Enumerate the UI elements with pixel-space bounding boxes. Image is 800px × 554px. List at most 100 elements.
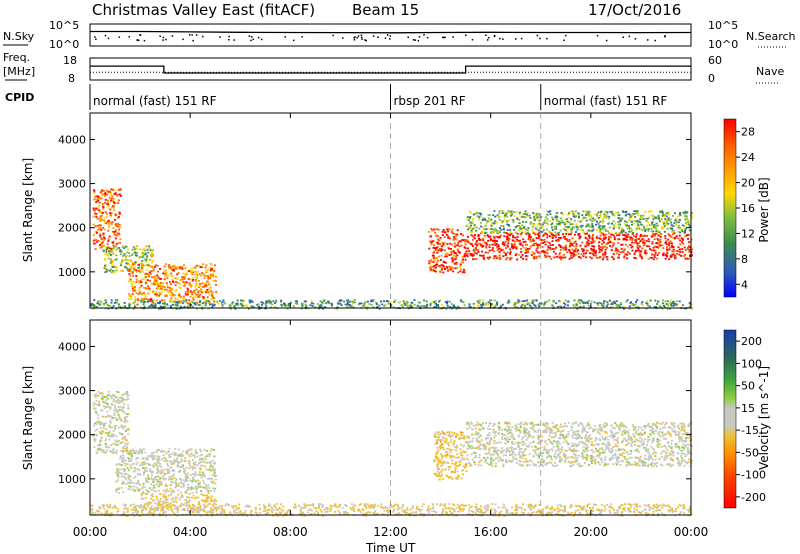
- heatmap-cell: [540, 302, 543, 305]
- heatmap-cell: [99, 220, 102, 222]
- heatmap-cell: [538, 232, 541, 234]
- heatmap-cell: [149, 298, 152, 301]
- heatmap-cell: [156, 475, 159, 478]
- heatmap-cell: [481, 254, 484, 257]
- heatmap-cell: [556, 255, 558, 258]
- heatmap-cell: [142, 247, 145, 250]
- heatmap-cell: [597, 222, 600, 225]
- heatmap-cell: [153, 290, 156, 293]
- heatmap-cell: [449, 456, 452, 459]
- heatmap-cell: [112, 247, 115, 250]
- heatmap-cell: [625, 224, 628, 227]
- nsearch-point: [536, 34, 539, 37]
- heatmap-cell: [672, 225, 675, 227]
- heatmap-cell: [628, 230, 631, 233]
- heatmap-cell: [125, 255, 127, 258]
- heatmap-cell: [596, 214, 599, 217]
- heatmap-cell: [454, 267, 457, 270]
- heatmap-cell: [115, 435, 118, 438]
- heatmap-cell: [630, 228, 633, 231]
- heatmap-cell: [650, 257, 653, 259]
- heatmap-cell: [136, 303, 139, 306]
- heatmap-cell: [648, 240, 651, 243]
- heatmap-cell: [617, 217, 620, 219]
- heatmap-cell: [596, 302, 599, 305]
- heatmap-cell: [95, 434, 98, 437]
- heatmap-cell: [201, 508, 204, 511]
- heatmap-cell: [552, 300, 555, 302]
- heatmap-cell: [187, 488, 190, 491]
- heatmap-cell: [170, 466, 173, 469]
- heatmap-cell: [98, 403, 101, 405]
- heatmap-cell: [465, 470, 468, 473]
- heatmap-cell: [581, 229, 584, 232]
- heatmap-cell: [435, 228, 438, 231]
- heatmap-cell: [469, 306, 472, 309]
- heatmap-cell: [213, 469, 216, 472]
- heatmap-cell: [114, 404, 116, 407]
- heatmap-cell: [102, 216, 105, 219]
- heatmap-cell: [140, 497, 143, 500]
- heatmap-cell: [166, 276, 169, 279]
- heatmap-cell: [159, 470, 161, 473]
- heatmap-cell: [103, 422, 106, 425]
- heatmap-cell: [523, 303, 526, 306]
- heatmap-cell: [487, 301, 490, 304]
- heatmap-cell: [435, 453, 438, 456]
- heatmap-cell: [564, 229, 567, 231]
- heatmap-cell: [624, 253, 627, 256]
- heatmap-cell: [443, 241, 446, 244]
- heatmap-cell: [199, 464, 202, 467]
- heatmap-cell: [228, 304, 231, 306]
- heatmap-cell: [178, 482, 181, 485]
- heatmap-cell: [115, 410, 118, 412]
- heatmap-cell: [565, 248, 568, 251]
- heatmap-cell: [530, 254, 533, 256]
- heatmap-cell: [441, 242, 444, 244]
- heatmap-cell: [274, 302, 276, 304]
- heatmap-cell: [682, 211, 685, 214]
- heatmap-cell: [105, 268, 108, 271]
- heatmap-cell: [538, 213, 541, 215]
- heatmap-cell: [128, 280, 131, 283]
- heatmap-cell: [113, 209, 116, 212]
- heatmap-cell: [567, 216, 570, 219]
- heatmap-cell: [596, 213, 599, 215]
- heatmap-cell: [128, 485, 131, 488]
- heatmap-cell: [656, 242, 659, 245]
- heatmap-cell: [171, 478, 173, 481]
- heatmap-cell: [109, 191, 112, 194]
- heatmap-cell: [197, 293, 200, 296]
- heatmap-cell: [102, 430, 105, 433]
- heatmap-cell: [150, 270, 153, 272]
- heatmap-cell: [159, 503, 162, 506]
- heatmap-cell: [211, 495, 214, 498]
- heatmap-cell: [125, 450, 128, 452]
- heatmap-cell: [159, 481, 162, 483]
- heatmap-cell: [118, 199, 121, 202]
- heatmap-cell: [375, 303, 378, 305]
- heatmap-cell: [186, 474, 189, 477]
- heatmap-cell: [616, 238, 619, 241]
- heatmap-cell: [453, 304, 455, 307]
- heatmap-cell: [483, 228, 486, 231]
- heatmap-cell: [187, 484, 190, 486]
- heatmap-cell: [152, 283, 155, 285]
- heatmap-cell: [651, 222, 654, 225]
- heatmap-cell: [304, 303, 307, 306]
- heatmap-cell: [679, 243, 682, 246]
- heatmap-cell: [120, 487, 123, 489]
- heatmap-cell: [210, 460, 213, 463]
- heatmap-cell: [172, 281, 175, 284]
- heatmap-cell: [118, 491, 121, 494]
- heatmap-cell: [125, 451, 128, 453]
- heatmap-cell: [629, 302, 632, 304]
- heatmap-cell: [116, 266, 119, 269]
- heatmap-cell: [99, 236, 102, 239]
- heatmap-cell: [484, 241, 486, 244]
- heatmap-cell: [569, 252, 572, 254]
- heatmap-cell: [463, 434, 466, 437]
- heatmap-cell: [584, 232, 587, 235]
- heatmap-cell: [134, 489, 137, 492]
- heatmap-cell: [431, 240, 434, 243]
